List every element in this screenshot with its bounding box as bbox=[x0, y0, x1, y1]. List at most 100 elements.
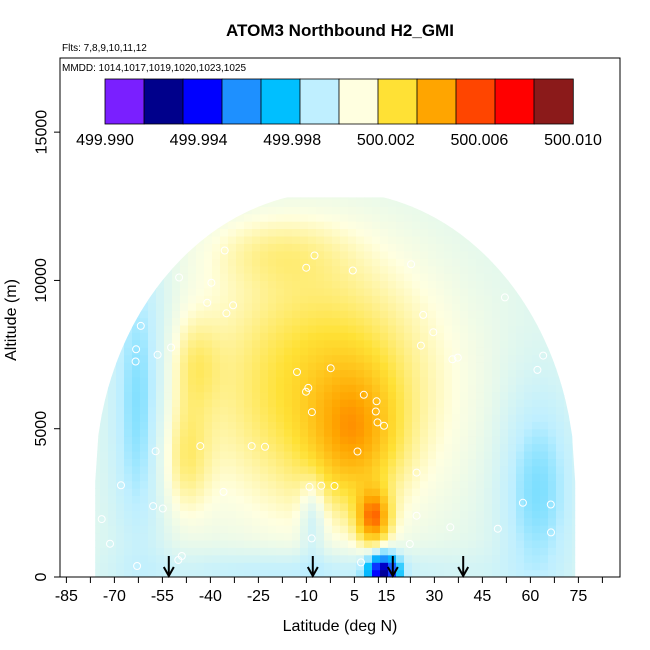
heatmap-cell bbox=[436, 554, 445, 563]
heatmap-cell bbox=[420, 250, 429, 259]
heatmap-cell bbox=[300, 480, 309, 489]
heatmap-cell bbox=[556, 376, 565, 385]
heatmap-cell bbox=[388, 339, 397, 348]
heatmap-cell bbox=[252, 376, 261, 385]
heatmap-cell bbox=[564, 228, 573, 237]
heatmap-cell bbox=[396, 273, 405, 281]
heatmap-cell bbox=[476, 495, 485, 504]
heatmap-cell bbox=[428, 465, 437, 474]
heatmap-cell bbox=[444, 495, 453, 504]
heatmap-cell bbox=[268, 354, 277, 363]
profile-arrows bbox=[162, 556, 470, 579]
heatmap-cell bbox=[108, 406, 117, 415]
heatmap-cell bbox=[372, 428, 381, 437]
heatmap-cell bbox=[540, 197, 549, 200]
heatmap-cell bbox=[556, 391, 565, 400]
heatmap-cell bbox=[348, 488, 357, 496]
heatmap-cell bbox=[436, 280, 445, 289]
heatmap-cell bbox=[460, 280, 469, 289]
heatmap-cell bbox=[308, 280, 317, 289]
heatmap-cell bbox=[260, 324, 269, 333]
heatmap-cell bbox=[316, 406, 325, 415]
heatmap-cell bbox=[300, 428, 309, 437]
heatmap-cell bbox=[308, 369, 317, 378]
heatmap-cell bbox=[564, 243, 573, 252]
heatmap-cell bbox=[364, 554, 373, 563]
heatmap-cell bbox=[404, 525, 413, 534]
heatmap-cell bbox=[436, 221, 445, 230]
heatmap-cell bbox=[484, 510, 493, 519]
heatmap-cell bbox=[356, 198, 365, 207]
heatmap-cell bbox=[332, 554, 341, 563]
heatmap-cell bbox=[316, 539, 325, 548]
heatmap-cell bbox=[316, 532, 325, 541]
heatmap-cell bbox=[276, 443, 285, 452]
heatmap-cell bbox=[468, 213, 477, 222]
heatmap-cell bbox=[364, 502, 373, 511]
heatmap-cell bbox=[100, 465, 109, 474]
heatmap-cell bbox=[108, 562, 117, 571]
heatmap-cell bbox=[460, 539, 469, 548]
heatmap-cell bbox=[404, 517, 413, 526]
heatmap-cell bbox=[428, 265, 437, 274]
heatmap-cell bbox=[180, 495, 189, 504]
heatmap-cell bbox=[100, 391, 109, 400]
heatmap-cell bbox=[244, 428, 253, 437]
heatmap-cell bbox=[228, 354, 237, 363]
profile-arrow-head bbox=[386, 566, 399, 579]
heatmap-cell bbox=[444, 339, 453, 348]
heatmap-cell bbox=[340, 354, 349, 363]
heatmap-cell bbox=[460, 287, 469, 296]
heatmap-cell bbox=[244, 473, 253, 482]
heatmap-cell bbox=[396, 451, 405, 459]
heatmap-cell bbox=[348, 362, 357, 370]
heatmap-cell bbox=[172, 525, 181, 534]
heatmap-cell bbox=[140, 310, 149, 319]
heatmap-cell bbox=[532, 391, 541, 400]
heatmap-cell bbox=[308, 197, 317, 200]
heatmap-cell bbox=[428, 206, 437, 215]
heatmap-cell bbox=[428, 198, 437, 207]
heatmap-cell bbox=[220, 324, 229, 333]
heatmap-cell bbox=[188, 206, 197, 215]
heatmap-cell bbox=[396, 480, 405, 489]
heatmap-cell bbox=[108, 391, 117, 400]
heatmap-cell bbox=[220, 302, 229, 311]
heatmap-cell bbox=[100, 243, 109, 252]
heatmap-cell bbox=[340, 258, 349, 267]
heatmap-cell bbox=[428, 287, 437, 296]
heatmap-cell bbox=[268, 376, 277, 385]
heatmap-cell bbox=[364, 287, 373, 296]
heatmap-cell bbox=[556, 495, 565, 504]
heatmap-cell bbox=[220, 413, 229, 422]
heatmap-cell bbox=[268, 391, 277, 400]
heatmap-cell bbox=[500, 221, 509, 230]
sample-point bbox=[153, 350, 162, 359]
heatmap-cell bbox=[172, 317, 181, 326]
heatmap-cell bbox=[396, 302, 405, 311]
heatmap-cell bbox=[196, 399, 205, 408]
heatmap-cell bbox=[268, 198, 277, 207]
heatmap-cell bbox=[412, 525, 421, 534]
heatmap-cell bbox=[532, 488, 541, 496]
heatmap-cell bbox=[364, 310, 373, 319]
heatmap-cell bbox=[284, 347, 293, 356]
heatmap-cell bbox=[364, 569, 373, 577]
heatmap-cell bbox=[540, 451, 549, 459]
heatmap-cell bbox=[108, 280, 117, 289]
heatmap-cell bbox=[540, 413, 549, 422]
heatmap-cell bbox=[428, 376, 437, 385]
heatmap-cell bbox=[428, 197, 437, 200]
heatmap-cell bbox=[300, 458, 309, 467]
heatmap-cell bbox=[444, 443, 453, 452]
heatmap-cell bbox=[540, 488, 549, 496]
heatmap-cell bbox=[500, 354, 509, 363]
heatmap-cell bbox=[540, 235, 549, 244]
heatmap-cell bbox=[564, 502, 573, 511]
heatmap-cell bbox=[412, 510, 421, 519]
heatmap-cell bbox=[140, 265, 149, 274]
heatmap-cell bbox=[484, 376, 493, 385]
heatmap-cell bbox=[204, 287, 213, 296]
heatmap-cell bbox=[492, 443, 501, 452]
heatmap-cell bbox=[564, 235, 573, 244]
